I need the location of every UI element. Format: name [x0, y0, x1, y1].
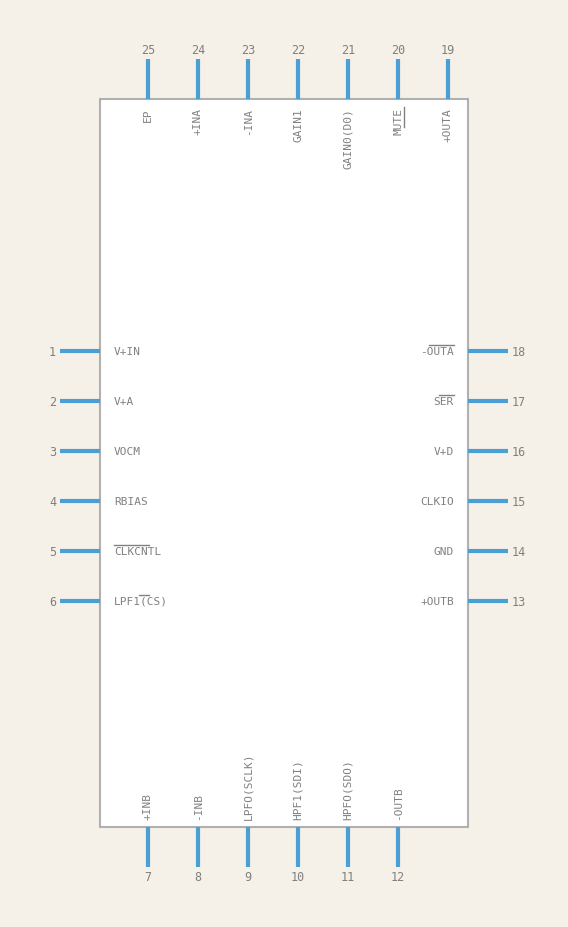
Text: 3: 3 — [49, 445, 56, 458]
Text: GAIN1: GAIN1 — [293, 108, 303, 142]
Text: 22: 22 — [291, 44, 305, 57]
Text: -OUTA: -OUTA — [420, 347, 454, 357]
Text: 23: 23 — [241, 44, 255, 57]
Text: 8: 8 — [194, 870, 202, 883]
Text: CLKIO: CLKIO — [420, 497, 454, 506]
Text: 25: 25 — [141, 44, 155, 57]
Text: +INA: +INA — [193, 108, 203, 134]
Text: GND: GND — [434, 546, 454, 556]
Text: -OUTB: -OUTB — [393, 785, 403, 819]
Text: 10: 10 — [291, 870, 305, 883]
Text: LPFO(SCLK): LPFO(SCLK) — [243, 752, 253, 819]
Text: LPF1(CS): LPF1(CS) — [114, 596, 168, 606]
Text: 1: 1 — [49, 345, 56, 358]
Text: HPFO(SDO): HPFO(SDO) — [343, 758, 353, 819]
Text: 4: 4 — [49, 495, 56, 508]
Text: 14: 14 — [512, 545, 526, 558]
Text: VOCM: VOCM — [114, 447, 141, 456]
Text: 2: 2 — [49, 395, 56, 408]
Text: 7: 7 — [144, 870, 152, 883]
Text: 12: 12 — [391, 870, 405, 883]
Text: -INA: -INA — [243, 108, 253, 134]
Text: EP: EP — [143, 108, 153, 121]
Text: -INB: -INB — [193, 793, 203, 819]
Text: GAIN0(D0): GAIN0(D0) — [343, 108, 353, 169]
Text: V+D: V+D — [434, 447, 454, 456]
Text: CLKCNTL: CLKCNTL — [114, 546, 161, 556]
Text: MUTE: MUTE — [393, 108, 403, 134]
Text: SER: SER — [434, 397, 454, 407]
Text: V+IN: V+IN — [114, 347, 141, 357]
Text: HPF1(SDI): HPF1(SDI) — [293, 758, 303, 819]
Text: 5: 5 — [49, 545, 56, 558]
Text: +INB: +INB — [143, 793, 153, 819]
Text: +OUTA: +OUTA — [443, 108, 453, 142]
Text: 11: 11 — [341, 870, 355, 883]
Text: 20: 20 — [391, 44, 405, 57]
Text: +OUTB: +OUTB — [420, 596, 454, 606]
Text: V+A: V+A — [114, 397, 134, 407]
Text: 9: 9 — [244, 870, 252, 883]
Text: 17: 17 — [512, 395, 526, 408]
Text: RBIAS: RBIAS — [114, 497, 148, 506]
Text: 15: 15 — [512, 495, 526, 508]
Text: 24: 24 — [191, 44, 205, 57]
Text: 13: 13 — [512, 595, 526, 608]
Text: 16: 16 — [512, 445, 526, 458]
Text: 21: 21 — [341, 44, 355, 57]
Text: 6: 6 — [49, 595, 56, 608]
Bar — [100, 100, 468, 827]
Text: 19: 19 — [441, 44, 455, 57]
Text: 18: 18 — [512, 345, 526, 358]
